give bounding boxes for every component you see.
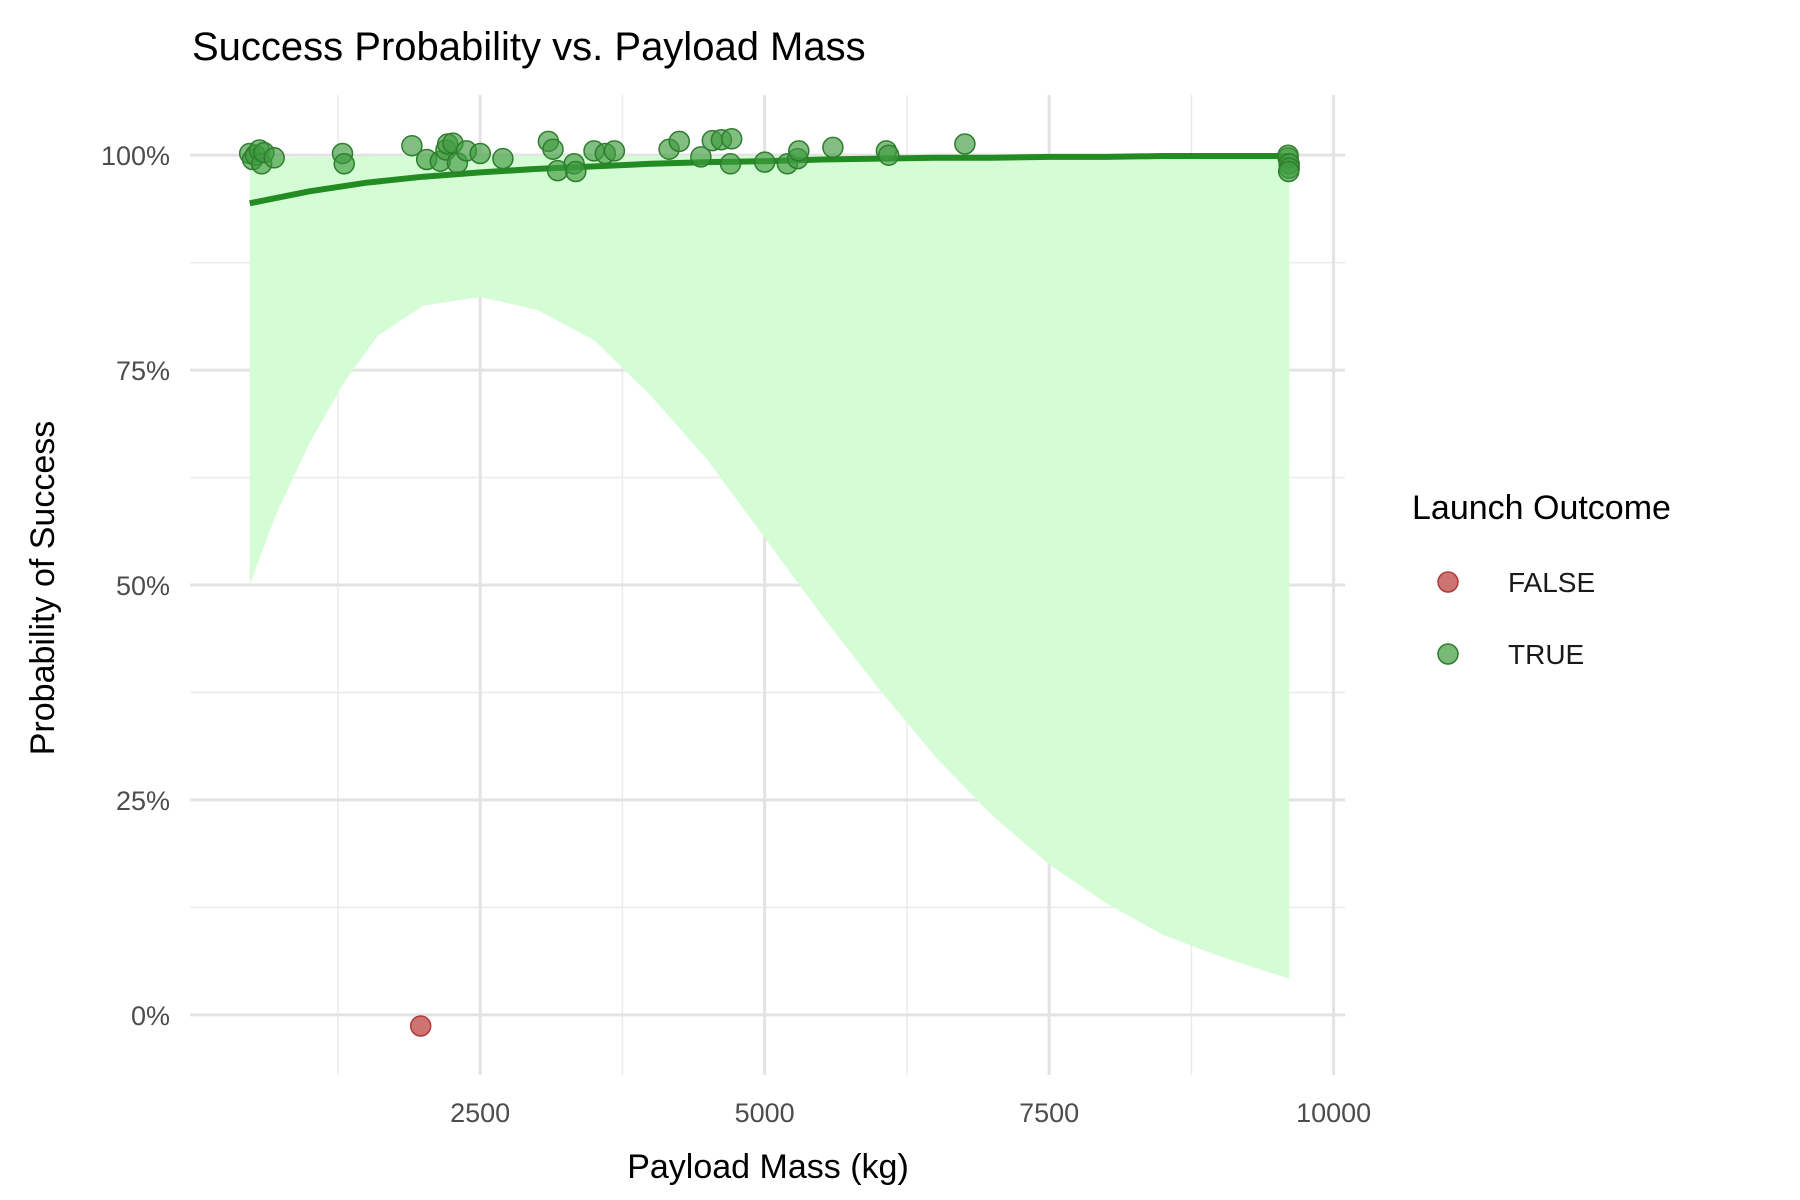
- data-point-true: [401, 134, 423, 157]
- confidence-band-layer: [249, 156, 1290, 979]
- data-point-true: [720, 128, 743, 150]
- data-point-true: [954, 133, 976, 155]
- y-axis-title: Probability of Success: [24, 421, 62, 756]
- data-point-true: [565, 160, 587, 183]
- data-point-true: [719, 153, 742, 175]
- data-point-true: [469, 142, 491, 165]
- data-point-true: [263, 147, 285, 169]
- data-point-true: [877, 144, 900, 166]
- x-axis-title: Payload Mass (kg): [627, 1148, 909, 1186]
- x-tick-label: 2500: [450, 1098, 510, 1128]
- data-point-true: [333, 153, 355, 175]
- data-point-true: [690, 146, 712, 168]
- data-point-true: [668, 130, 691, 153]
- tick-labels-layer: 2500 5000 7500 10000 0% 25% 50% 75% 100%: [101, 141, 1371, 1128]
- data-point-true: [542, 138, 564, 160]
- data-point-true: [492, 147, 514, 170]
- x-tick-label: 5000: [735, 1098, 795, 1128]
- data-point-true: [753, 151, 776, 173]
- legend-label-false: FALSE: [1508, 567, 1595, 598]
- legend-key-false: [1437, 571, 1459, 593]
- x-tick-label: 7500: [1019, 1098, 1079, 1128]
- data-point-true: [822, 136, 844, 159]
- y-tick-label: 100%: [101, 141, 170, 171]
- data-point-true: [788, 140, 810, 162]
- legend-label-true: TRUE: [1508, 639, 1584, 670]
- y-tick-label: 50%: [116, 571, 170, 601]
- legend-title: Launch Outcome: [1412, 489, 1671, 527]
- x-tick-label: 10000: [1296, 1098, 1371, 1128]
- data-point-true: [1277, 160, 1300, 183]
- confidence-band: [249, 156, 1290, 979]
- data-points-layer: [238, 128, 1300, 1037]
- data-point-false: [409, 1015, 432, 1037]
- legend-key-true: [1437, 643, 1459, 665]
- y-tick-label: 25%: [116, 786, 170, 816]
- data-point-true: [603, 140, 626, 162]
- y-tick-label: 0%: [131, 1001, 170, 1031]
- chart-title: Success Probability vs. Payload Mass: [192, 25, 866, 69]
- legend: Launch Outcome FALSE TRUE: [1412, 489, 1671, 670]
- y-tick-label: 75%: [116, 356, 170, 386]
